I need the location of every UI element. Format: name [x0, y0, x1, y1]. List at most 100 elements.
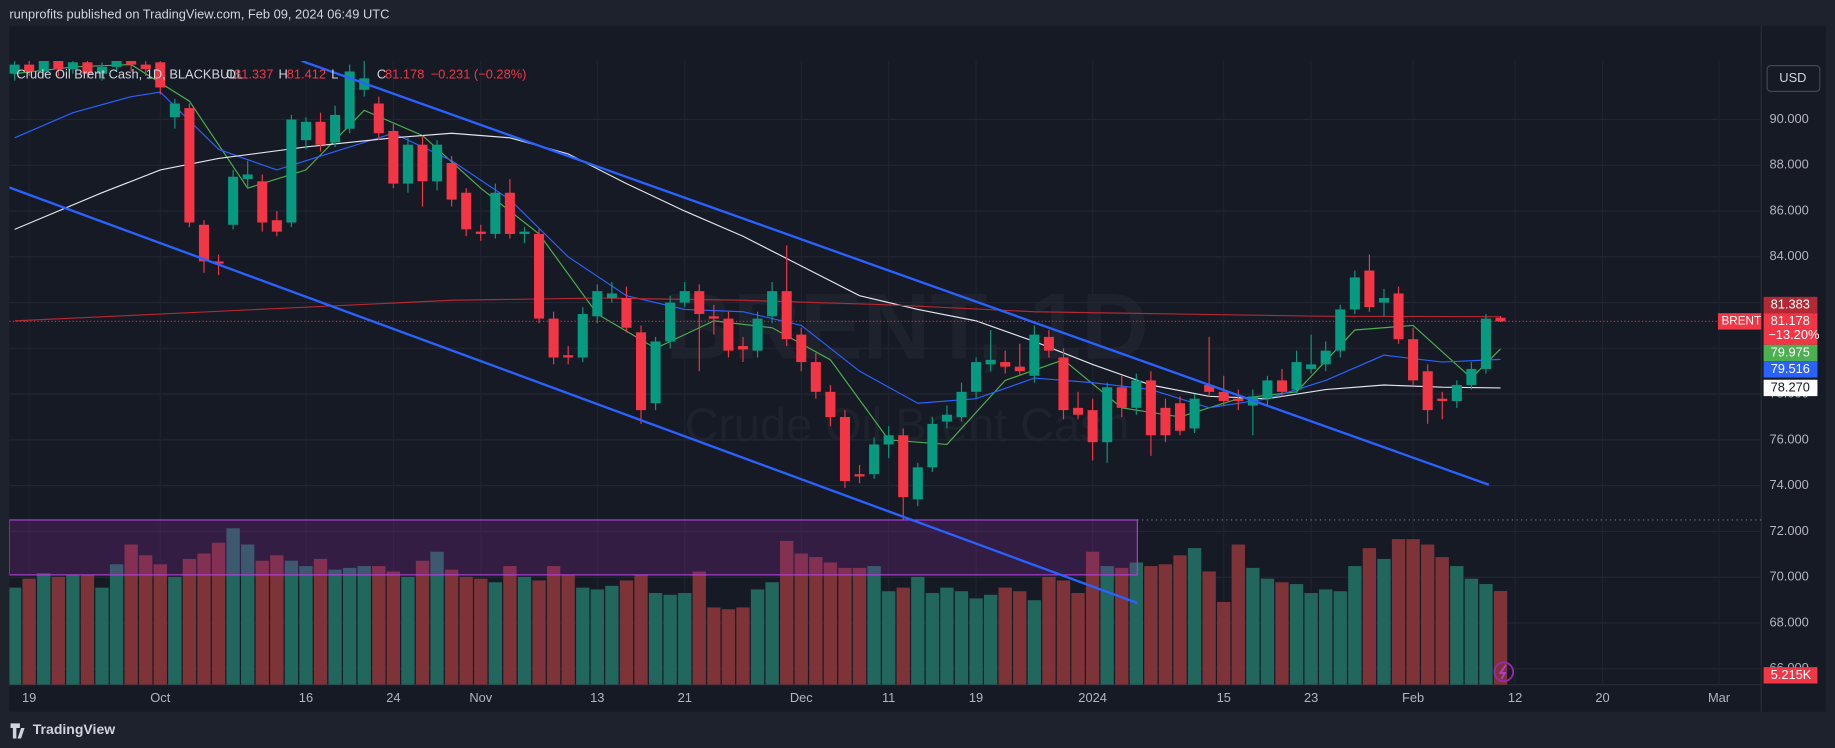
candle-body: [1320, 350, 1331, 365]
volume-bar: [561, 575, 575, 685]
volume-bar: [197, 553, 211, 685]
legend-letter: L: [331, 66, 338, 81]
volume-bar: [517, 576, 532, 685]
volume-bar: [1246, 567, 1260, 685]
candle-body: [1276, 380, 1288, 392]
candle-body: [9, 64, 20, 74]
candle-body: [461, 192, 472, 230]
candle-body: [82, 62, 93, 74]
volume-bar: [678, 593, 692, 685]
legend-letter: C: [377, 66, 386, 81]
volume-bar: [998, 587, 1012, 685]
candle-body: [1218, 391, 1229, 401]
candle-body: [388, 130, 399, 184]
volume-bar: [22, 578, 36, 685]
volume-bar: [342, 567, 357, 685]
candle-body: [432, 144, 443, 182]
x-tick-label: Mar: [1708, 690, 1731, 705]
volume-bar: [241, 544, 255, 685]
volume-bar: [182, 558, 197, 685]
candle-body: [1000, 362, 1011, 367]
candle-body: [24, 64, 35, 72]
candle-body: [1364, 270, 1375, 308]
volume-bar: [430, 551, 444, 685]
candle-body: [1437, 398, 1448, 401]
volume-bar: [211, 542, 226, 685]
plot: [9, 60, 1762, 685]
volume-bar: [721, 609, 736, 685]
candle-body: [1014, 366, 1025, 372]
legend-value: 81.178: [385, 66, 424, 81]
volume-bar: [1217, 602, 1231, 685]
candle-body: [1422, 371, 1433, 411]
x-tick-label: 16: [299, 690, 313, 705]
volume-bar: [1115, 567, 1129, 685]
volume-bar: [1450, 566, 1464, 685]
candle-body: [490, 192, 501, 234]
volume-bar: [95, 587, 109, 685]
candle-body: [38, 60, 49, 72]
candle-body: [1306, 364, 1317, 369]
volume-bar: [401, 576, 415, 685]
x-tick-label: 15: [1217, 690, 1231, 705]
volume-tag-label: 5.215K: [1771, 667, 1812, 682]
candle-body: [1451, 384, 1462, 401]
volume-bar: [1333, 591, 1347, 685]
candle-body: [708, 316, 719, 319]
x-tick-label: 11: [882, 690, 895, 705]
candle-body: [1145, 380, 1156, 436]
x-tick-label: Dec: [790, 690, 813, 705]
currency[interactable]: USD: [1779, 70, 1806, 85]
candle-body: [679, 291, 690, 303]
volume-bar: [707, 607, 721, 685]
volume-bar: [940, 587, 954, 685]
candle-body: [228, 176, 239, 225]
x-tick-label: Oct: [150, 690, 170, 705]
candle-body: [534, 233, 545, 319]
volume-bar: [1435, 557, 1449, 685]
currency-button[interactable]: [1766, 65, 1821, 92]
volume-bar: [1202, 571, 1216, 685]
x-tick-label: 13: [590, 690, 604, 705]
volume-bar: [1071, 593, 1085, 685]
candle-body: [475, 231, 486, 234]
candle-body: [96, 66, 108, 74]
candle-body: [577, 314, 588, 358]
candle-body: [402, 144, 413, 184]
volume-bar: [270, 555, 284, 685]
volume-bar: [780, 540, 794, 685]
volume-bar: [736, 607, 750, 685]
y-tick-label: 88.000: [1769, 157, 1808, 172]
range-zone: [9, 519, 1138, 576]
volume-bar: [372, 566, 386, 685]
candle-body: [1058, 357, 1069, 411]
volume-bar: [1260, 578, 1275, 685]
candle-body: [563, 355, 574, 358]
watermark-symbol: BRENT, 1D: [665, 273, 1149, 378]
volume-bar: [1158, 564, 1173, 685]
brand-logo: [10, 723, 25, 739]
last-price: 81.178: [1771, 313, 1810, 328]
alert-icon[interactable]: [1493, 661, 1515, 683]
publisher-line: runprofits published on TradingView.com,…: [9, 7, 389, 22]
candle-body: [111, 60, 122, 67]
volume-bar: [794, 553, 808, 685]
candle-body: [1087, 410, 1098, 443]
price-tag: [1763, 296, 1818, 314]
y-tick-label: 70.000: [1769, 569, 1808, 584]
candle-body: [271, 220, 282, 232]
volume-bar: [1013, 591, 1027, 685]
volume-bar: [1479, 584, 1493, 685]
volume-bar: [1377, 558, 1391, 685]
candle-body: [446, 163, 457, 200]
candle-body: [1131, 380, 1142, 408]
candle-body: [373, 103, 384, 134]
volume-bar: [750, 589, 765, 685]
x-tick-label: 20: [1595, 690, 1609, 705]
axes: 66.00068.00070.00072.00074.00076.00078.0…: [22, 111, 1819, 705]
volume-bar: [983, 594, 998, 685]
x-tick-label: 12: [1508, 690, 1522, 705]
candle-body: [1466, 368, 1477, 385]
volume-bar: [168, 576, 182, 685]
volume-bar: [692, 571, 706, 685]
